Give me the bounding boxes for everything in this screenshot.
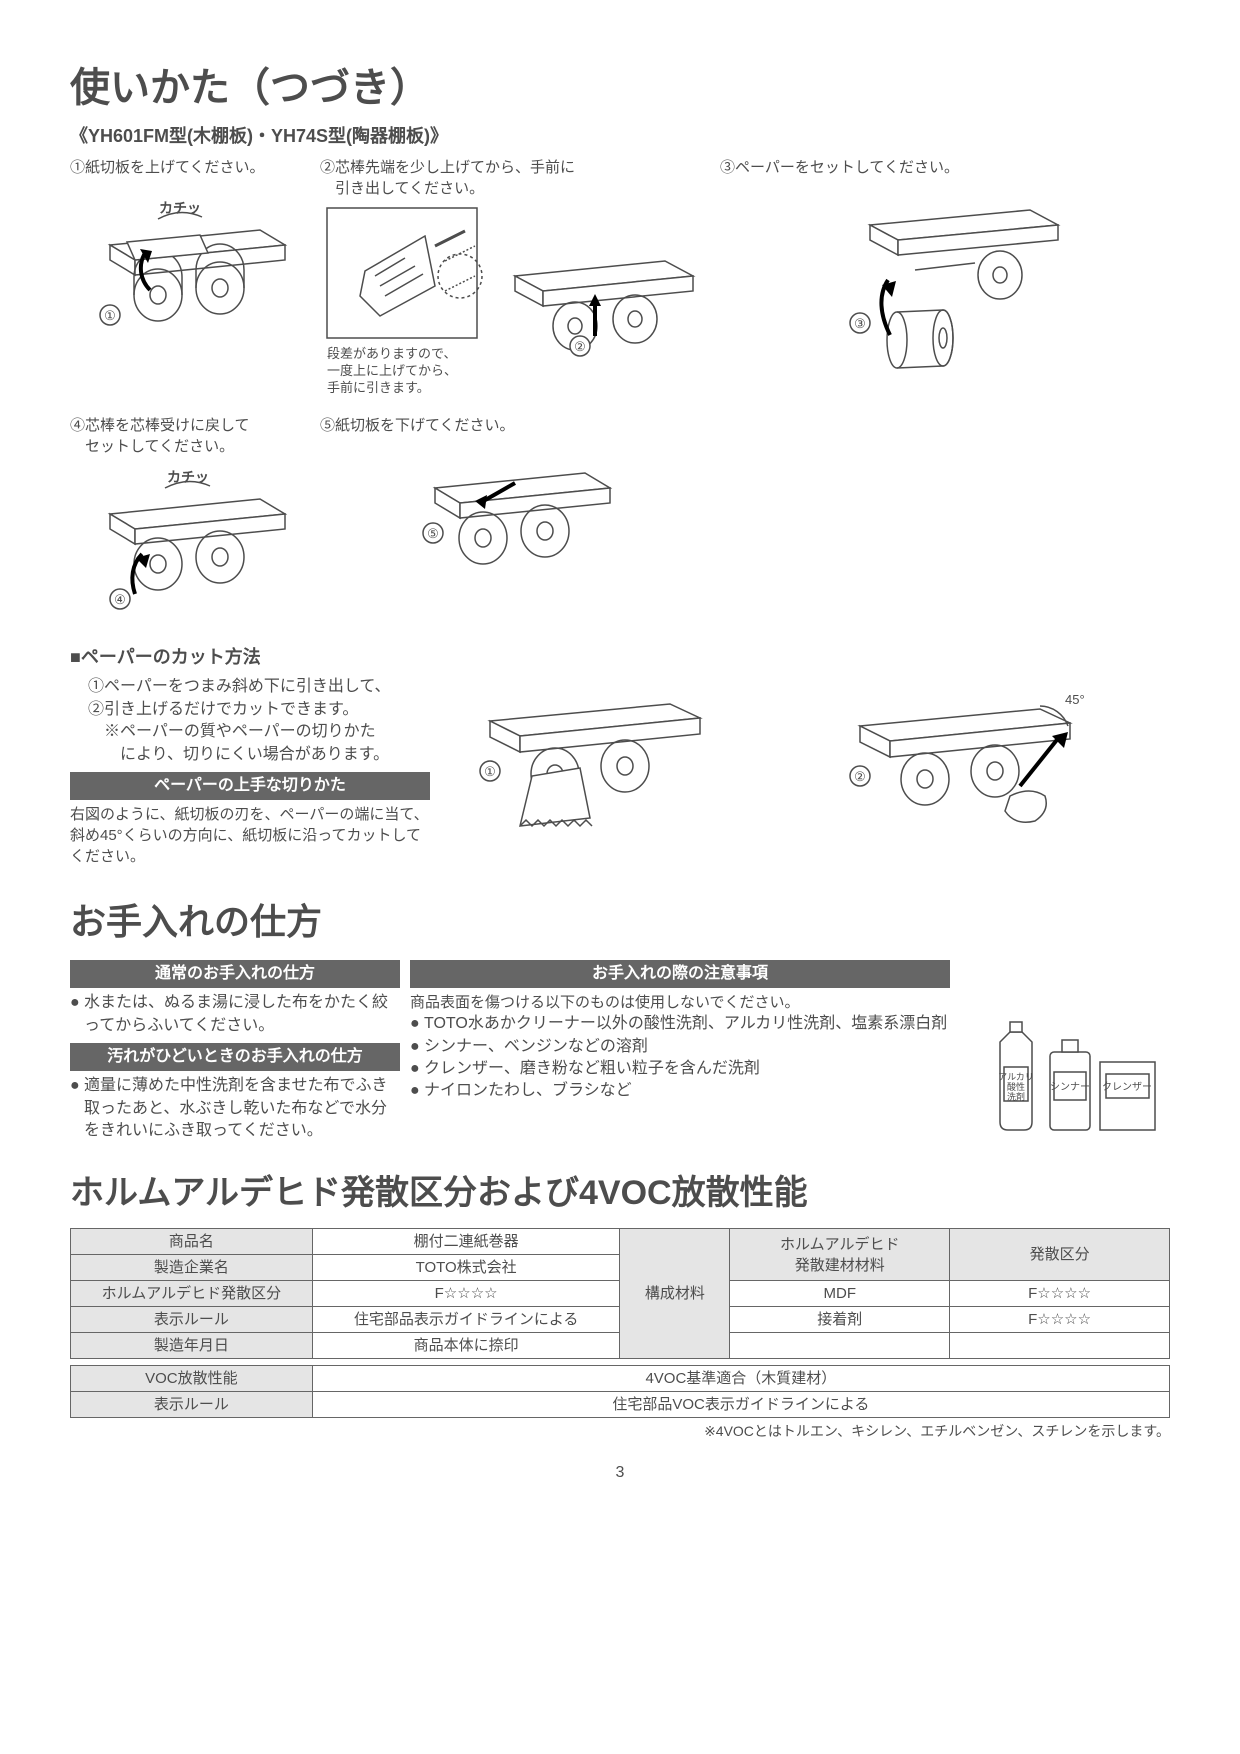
svg-text:①: ① <box>104 308 116 323</box>
voc-note: ※4VOCとはトルエン、キシレン、エチルベンゼン、スチレンを示します。 <box>70 1422 1170 1442</box>
dirty-banner: 汚れがひどいときのお手入れの仕方 <box>70 1043 400 1071</box>
normal-text: 水または、ぬるま湯に浸した布をかたく絞ってからふいてください。 <box>84 992 400 1037</box>
model-subtitle: 《YH601FM型(木棚板)・YH74S型(陶器棚板)》 <box>70 124 1170 149</box>
svg-text:⑤: ⑤ <box>427 526 439 541</box>
svg-text:アルカリ: アルカリ <box>998 1072 1034 1082</box>
step-3-figure: ③ <box>720 184 1170 386</box>
caution-banner: お手入れの際の注意事項 <box>410 960 950 988</box>
step-4-text: ④芯棒を芯棒受けに戻して セットしてください。 <box>70 415 310 457</box>
cut-line2: ②引き上げるだけでカットできます。 <box>88 699 430 721</box>
cut-note2: により、切りにくい場合があります。 <box>104 744 430 766</box>
step-5-figure: ⑤ <box>320 442 710 594</box>
svg-text:①: ① <box>484 764 496 779</box>
svg-text:洗剤: 洗剤 <box>1007 1091 1025 1102</box>
step-2-note: 段差がありますので、 一度上に上げてから、 手前に引きます。 <box>327 346 477 397</box>
step-3-text: ③ペーパーをセットしてください。 <box>720 157 1170 178</box>
click-sound: カチッ <box>159 200 201 216</box>
step-5-text: ⑤紙切板を下げてください。 <box>320 415 710 436</box>
cut-figure-2: 45° ② <box>820 676 1170 867</box>
svg-text:45°: 45° <box>1065 692 1085 707</box>
caution-3: クレンザー、磨き粉など粗い粒子を含んだ洗剤 <box>424 1058 950 1080</box>
svg-text:②: ② <box>854 769 866 784</box>
voc-table-2: VOC放散性能 4VOC基準適合（木質建材） 表示ルール 住宅部品VOC表示ガイ… <box>70 1365 1170 1418</box>
maintenance-title: お手入れの仕方 <box>70 897 1170 947</box>
cut-line1: ①ペーパーをつまみ斜め下に引き出して、 <box>88 676 430 698</box>
caution-1: TOTO水あかクリーナー以外の酸性洗剤、アルカリ性洗剤、塩素系漂白剤 <box>424 1013 950 1035</box>
svg-text:シンナー: シンナー <box>1050 1081 1090 1093</box>
dirty-text: 適量に薄めた中性洗剤を含ませた布でふき取ったあと、水ぶきし乾いた布などで水分をき… <box>84 1075 400 1142</box>
cut-banner: ペーパーの上手な切りかた <box>70 772 430 800</box>
voc-table-1: 商品名 棚付二連紙巻器 構成材料 ホルムアルデヒド 発散建材材料 発散区分 製造… <box>70 1228 1170 1359</box>
svg-text:クレンザー: クレンザー <box>1102 1081 1152 1093</box>
step-2-figure: ② 段差がありますので、 一度上に上げてから、 手前に引きます。 <box>320 205 710 407</box>
caution-4: ナイロンたわし、ブラシなど <box>424 1080 950 1102</box>
normal-banner: 通常のお手入れの仕方 <box>70 960 400 988</box>
cut-note1: ※ペーパーの質やペーパーの切りかた <box>104 721 430 743</box>
caution-2: シンナー、ベンジンなどの溶剤 <box>424 1036 950 1058</box>
step-2-text: ②芯棒先端を少し上げてから、手前に 引き出してください。 <box>320 157 710 199</box>
cut-body: 右図のように、紙切板の刃を、ペーパーの端に当て、斜め45°くらいの方向に、紙切板… <box>70 804 430 867</box>
maintenance-figure: アルカリ 酸性 洗剤 シンナー クレンザー <box>960 954 1170 1143</box>
page-title: 使いかた（つづき） <box>70 60 1170 116</box>
step-1-text: ①紙切板を上げてください。 <box>70 157 310 178</box>
step-4-figure: ④ カチッ <box>70 463 310 625</box>
cut-figure-1: ① <box>450 676 800 867</box>
cut-heading: ■ペーパーのカット方法 <box>70 645 1170 670</box>
step-1-figure: ① カチッ <box>70 184 310 356</box>
svg-text:④: ④ <box>114 592 126 607</box>
svg-text:③: ③ <box>854 316 866 331</box>
page-number: 3 <box>70 1462 1170 1484</box>
svg-text:②: ② <box>574 339 586 354</box>
svg-text:酸性: 酸性 <box>1007 1081 1025 1092</box>
caution-intro: 商品表面を傷つける以下のものは使用しないでください。 <box>410 992 950 1013</box>
voc-title: ホルムアルデヒド発散区分および4VOC放散性能 <box>70 1170 1170 1218</box>
